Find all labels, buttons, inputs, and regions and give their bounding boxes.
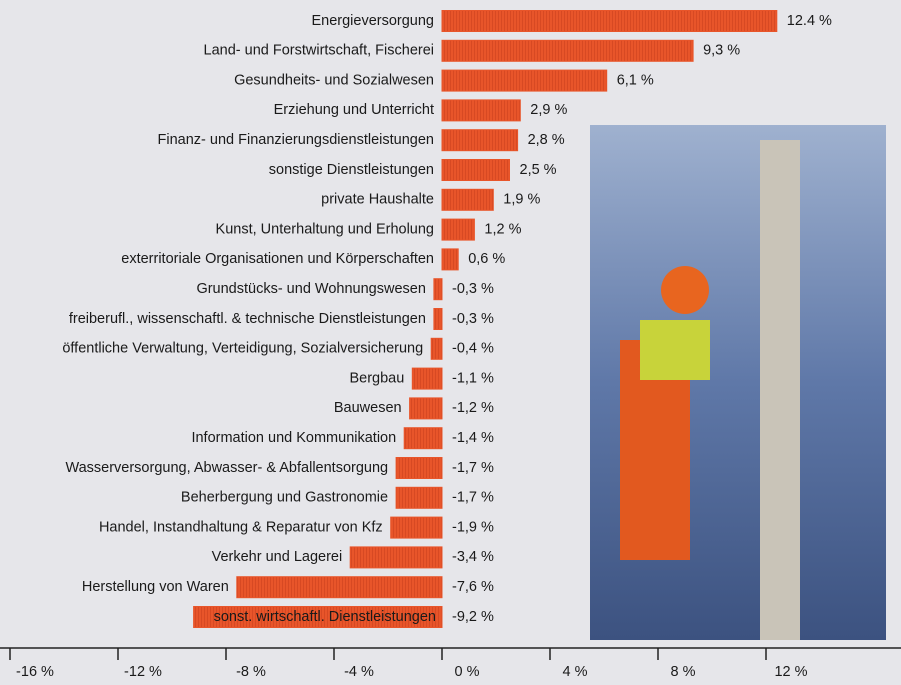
category-label: sonst. wirtschaftl. Dienstleistungen (214, 609, 436, 625)
bar (396, 487, 442, 508)
x-tick-label: -4 % (344, 664, 374, 680)
category-label: Bergbau (349, 370, 404, 386)
value-label: 2,5 % (520, 162, 557, 178)
bar (442, 189, 493, 210)
bar (434, 309, 442, 330)
x-tick-label: 12 % (774, 664, 807, 680)
x-tick-label: 4 % (563, 664, 588, 680)
bar (431, 338, 442, 359)
bar (442, 219, 474, 240)
bar (442, 11, 777, 32)
bar (434, 279, 442, 300)
x-tick-label: 0 % (455, 664, 480, 680)
bar (412, 368, 442, 389)
bar (237, 577, 442, 598)
chart: -16 % -12 % -8 % -4 % 0 % 4 % 8 % 12 % Energieve… (0, 0, 901, 685)
x-tick-label: 8 % (671, 664, 696, 680)
x-tick-label: -16 % (16, 664, 54, 680)
category-label: Erziehung und Unterricht (274, 102, 434, 118)
category-label: Verkehr und Lagerei (212, 549, 343, 565)
category-label: private Haushalte (321, 192, 434, 208)
bar (442, 40, 693, 61)
bar (442, 160, 510, 181)
value-label: -1,1 % (452, 370, 494, 386)
category-label: Herstellung von Waren (82, 579, 229, 595)
value-label: -9,2 % (452, 609, 494, 625)
value-label: -1,9 % (452, 519, 494, 535)
value-label: -0,4 % (452, 341, 494, 357)
category-label: exterritoriale Organisationen und Körper… (121, 251, 434, 267)
value-label: -0,3 % (452, 281, 494, 297)
value-label: 0,6 % (468, 251, 505, 267)
bar (442, 249, 458, 270)
value-label: 1,9 % (503, 192, 540, 208)
category-label: Grundstücks- und Wohnungswesen (196, 281, 425, 297)
value-label: -1,2 % (452, 400, 494, 416)
value-label: 6,1 % (617, 72, 654, 88)
category-label: öffentliche Verwaltung, Verteidigung, So… (62, 341, 423, 357)
value-label: 2,8 % (528, 132, 565, 148)
bar (410, 398, 442, 419)
category-label: Beherbergung und Gastronomie (181, 490, 388, 506)
value-label: 12.4 % (787, 13, 832, 29)
bar (391, 517, 442, 538)
category-label: Bauwesen (334, 400, 402, 416)
bar (442, 130, 518, 151)
value-label: 2,9 % (530, 102, 567, 118)
value-label: -1,4 % (452, 430, 494, 446)
value-label: 9,3 % (703, 43, 740, 59)
category-label: Gesundheits- und Sozialwesen (234, 72, 434, 88)
value-label: -3,4 % (452, 549, 494, 565)
category-label: freiberufl., wissenschaftl. & technische… (69, 311, 426, 327)
bar (396, 458, 442, 479)
bar (442, 100, 520, 121)
category-label: Energieversorgung (311, 13, 434, 29)
value-label: 1,2 % (484, 221, 521, 237)
category-label: sonstige Dienstleistungen (269, 162, 434, 178)
category-label: Finanz- und Finanzierungsdienstleistunge… (158, 132, 434, 148)
bar (404, 428, 442, 449)
bar (442, 70, 607, 91)
value-label: -0,3 % (452, 311, 494, 327)
x-tick-label: -8 % (236, 664, 266, 680)
x-tick-label: -12 % (124, 664, 162, 680)
category-label: Land- und Forstwirtschaft, Fischerei (204, 43, 434, 59)
category-label: Wasserversorgung, Abwasser- & Abfallents… (65, 460, 388, 476)
category-label: Information und Kommunikation (191, 430, 396, 446)
value-label: -1,7 % (452, 490, 494, 506)
category-label: Handel, Instandhaltung & Reparatur von K… (99, 519, 383, 535)
value-label: -7,6 % (452, 579, 494, 595)
category-label: Kunst, Unterhaltung und Erholung (216, 221, 434, 237)
photo (590, 125, 886, 640)
value-label: -1,7 % (452, 460, 494, 476)
bar (350, 547, 442, 568)
